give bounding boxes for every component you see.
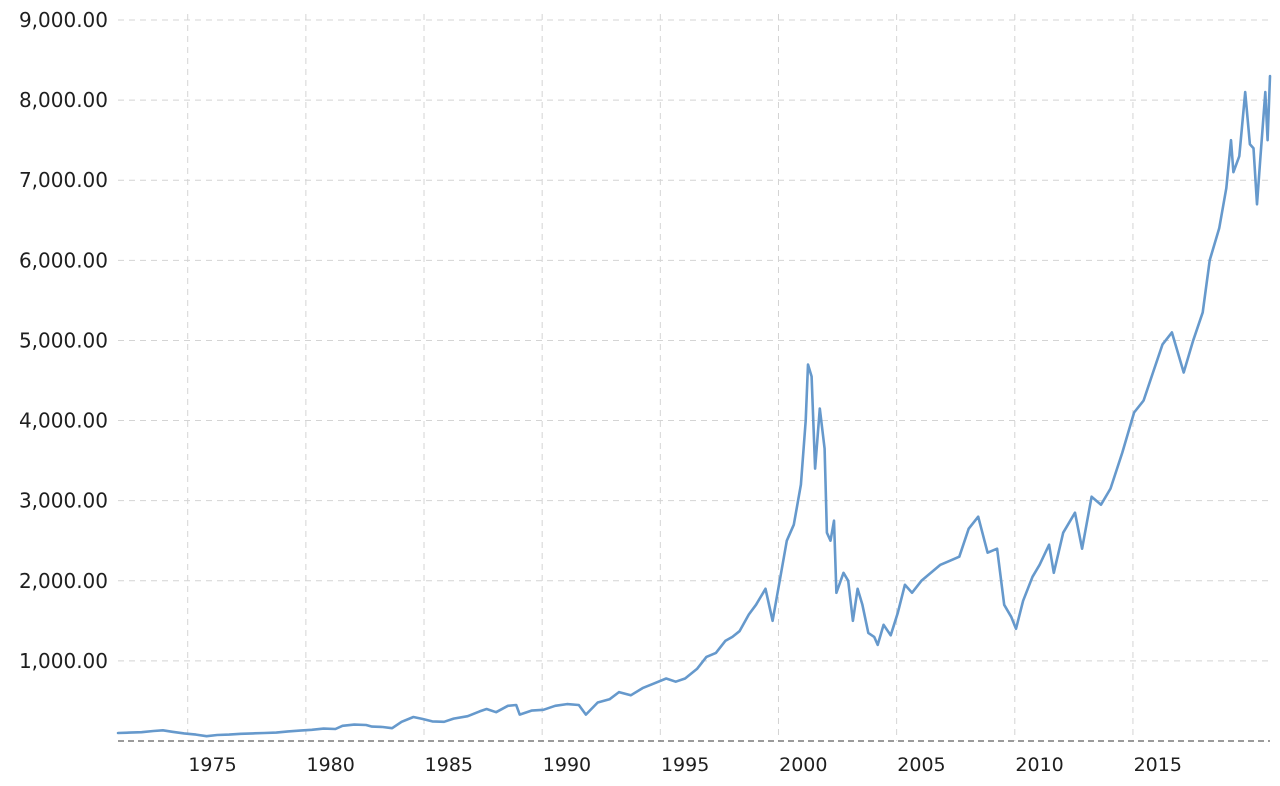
x-tick-label: 1985 [425, 754, 473, 776]
x-tick-label: 1995 [661, 754, 709, 776]
tick-labels: 1,000.00 2,000.00 3,000.00 4,000.00 5,000.00… [19, 8, 1182, 776]
series-line [116, 74, 1272, 738]
x-tick-label: 2005 [897, 754, 945, 776]
y-tick-label: 7,000.00 [19, 168, 108, 192]
y-tick-label: 4,000.00 [19, 409, 108, 433]
x-tick-label: 1980 [306, 754, 354, 776]
y-tick-label: 1,000.00 [19, 649, 108, 673]
gridlines [118, 14, 1270, 741]
x-tick-label: 2010 [1015, 754, 1063, 776]
y-tick-label: 6,000.00 [19, 248, 108, 272]
y-tick-label: 5,000.00 [19, 328, 108, 352]
y-tick-label: 8,000.00 [19, 88, 108, 112]
x-tick-label: 2000 [779, 754, 827, 776]
x-tick-label: 2015 [1134, 754, 1182, 776]
y-tick-label: 2,000.00 [19, 569, 108, 593]
y-tick-label: 9,000.00 [19, 8, 108, 32]
x-tick-label: 1990 [543, 754, 591, 776]
x-tick-label: 1975 [188, 754, 236, 776]
series [116, 74, 1272, 738]
y-tick-label: 3,000.00 [19, 489, 108, 513]
